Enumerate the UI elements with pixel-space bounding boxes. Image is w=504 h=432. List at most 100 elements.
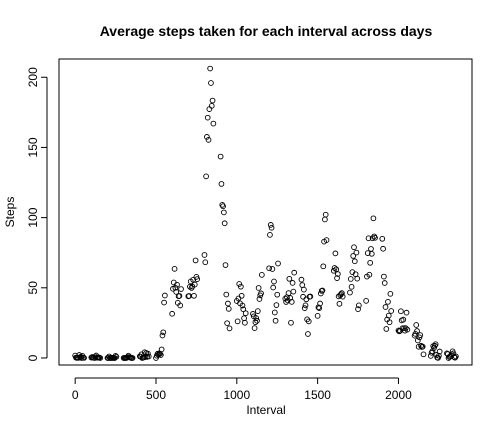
data-point (365, 235, 372, 242)
data-point (386, 319, 393, 326)
data-point (161, 299, 167, 306)
data-point (251, 325, 258, 331)
data-point (320, 263, 327, 270)
data-point (113, 353, 120, 360)
data-point (190, 276, 197, 283)
y-tick-label: 0 (26, 354, 40, 361)
data-point (381, 273, 387, 280)
data-point (202, 259, 209, 266)
data-point (288, 319, 294, 326)
data-point (388, 308, 395, 314)
y-tick-label: 150 (26, 137, 40, 157)
x-tick-label: 0 (72, 388, 79, 402)
data-point (432, 341, 439, 348)
data-point (176, 293, 183, 299)
data-point (305, 318, 312, 325)
data-point (266, 265, 272, 272)
y-tick-label: 100 (26, 207, 40, 227)
data-point (145, 350, 151, 357)
chart-title: Average steps taken for each interval ac… (100, 23, 433, 39)
data-point (81, 354, 87, 361)
data-point (224, 320, 230, 327)
data-point (238, 292, 245, 299)
data-point (254, 317, 260, 324)
data-point (289, 280, 296, 286)
data-point (191, 292, 197, 299)
data-point (433, 352, 440, 358)
data-point (379, 235, 386, 242)
data-point (159, 332, 166, 339)
data-point (145, 353, 152, 360)
data-point (334, 275, 340, 281)
data-point (367, 259, 374, 266)
data-point (208, 80, 214, 86)
data-point (171, 266, 178, 272)
data-point (157, 352, 164, 358)
data-point (301, 286, 307, 293)
data-point (291, 269, 298, 276)
data-point (275, 260, 281, 267)
data-point (301, 305, 308, 312)
data-point (286, 275, 293, 282)
data-point (225, 306, 232, 312)
data-point (417, 332, 424, 338)
data-point (334, 271, 341, 277)
data-point (272, 317, 279, 324)
data-point (250, 311, 256, 317)
data-point (259, 272, 265, 278)
y-axis: 0 50 100 150 200 (26, 67, 48, 361)
data-point (158, 346, 165, 353)
data-point (217, 153, 224, 160)
data-point (354, 275, 361, 282)
data-point (368, 250, 375, 257)
data-point (288, 299, 295, 305)
data-point (398, 308, 404, 315)
data-point (290, 288, 297, 295)
data-point (347, 276, 354, 282)
data-point (332, 250, 339, 257)
data-point (240, 306, 247, 313)
data-point (258, 290, 264, 297)
x-tick-label: 1000 (223, 388, 250, 402)
data-point (368, 246, 374, 252)
data-point (221, 220, 228, 227)
data-point (383, 326, 390, 332)
data-point (363, 298, 369, 304)
y-tick-label: 200 (26, 67, 40, 87)
data-point (174, 281, 180, 288)
data-point (347, 289, 353, 296)
x-tick-label: 500 (146, 388, 166, 402)
data-point (271, 278, 277, 285)
data-point (271, 309, 278, 316)
data-point (160, 329, 167, 336)
data-point (162, 292, 168, 299)
data-point (403, 309, 410, 316)
data-point (400, 316, 407, 323)
data-point (223, 291, 230, 298)
data-point (270, 284, 277, 291)
data-point (302, 302, 309, 309)
data-point (209, 97, 216, 104)
data-points (72, 65, 459, 361)
data-point (220, 203, 226, 210)
data-point (97, 355, 104, 361)
x-tick-label: 1500 (304, 388, 331, 402)
data-point (333, 266, 340, 273)
data-point (241, 315, 247, 322)
data-point (254, 308, 261, 314)
data-point (427, 353, 434, 359)
data-point (208, 103, 215, 109)
data-point (401, 325, 407, 331)
x-tick-label: 2000 (385, 388, 412, 402)
data-point (404, 326, 411, 333)
data-point (169, 310, 176, 317)
data-point (112, 353, 119, 359)
data-point (225, 300, 231, 307)
data-point (307, 293, 314, 300)
data-point (355, 306, 361, 312)
data-point (242, 319, 248, 326)
data-point (267, 222, 274, 228)
data-point (318, 290, 324, 297)
y-tick-label: 50 (26, 281, 40, 295)
data-point (274, 291, 281, 298)
